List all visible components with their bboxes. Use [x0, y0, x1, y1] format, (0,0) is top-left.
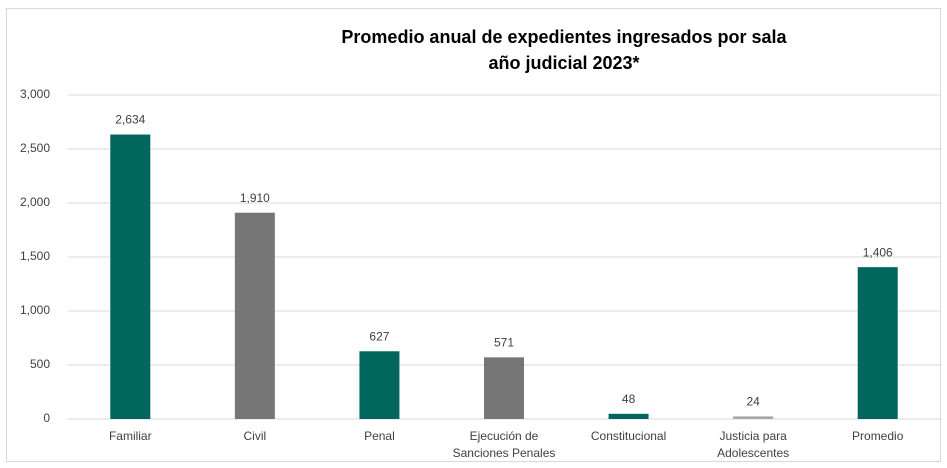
bar — [733, 416, 774, 419]
y-tick-label: 2,500 — [20, 141, 50, 155]
chart-title: Promedio anual de expedientes ingresados… — [341, 27, 787, 47]
x-tick-label: Constitucional — [590, 429, 667, 443]
y-tick-label: 1,500 — [20, 249, 50, 263]
bar — [484, 357, 524, 419]
bar — [608, 413, 649, 419]
value-label: 627 — [369, 329, 389, 343]
chart-frame — [6, 8, 941, 462]
bar — [359, 351, 400, 419]
value-label: 2,634 — [115, 113, 145, 127]
bar — [234, 212, 275, 419]
y-tick-label: 2,000 — [20, 195, 50, 209]
chart-subtitle: año judicial 2023* — [488, 53, 639, 73]
bar — [857, 267, 898, 419]
x-tick-label: Familiar — [108, 429, 152, 443]
value-label: 1,910 — [240, 191, 270, 205]
value-label: 1,406 — [863, 245, 893, 259]
value-label: 571 — [494, 336, 514, 350]
y-tick-label: 1,000 — [20, 303, 50, 317]
x-tick-label: Civil — [243, 429, 267, 443]
x-tick-label: Justicia para Adolescentes — [717, 429, 790, 460]
y-tick-label: 0 — [43, 411, 50, 425]
y-tick-label: 3,000 — [20, 87, 50, 101]
value-label: 24 — [746, 395, 760, 409]
x-tick-label: Penal — [364, 429, 395, 443]
x-tick-label: Promedio — [852, 429, 904, 443]
y-tick-label: 500 — [30, 357, 50, 371]
x-tick-label: Ejecución de Sanciones Penales — [452, 429, 556, 460]
bar — [110, 134, 151, 419]
value-label: 48 — [622, 392, 636, 406]
